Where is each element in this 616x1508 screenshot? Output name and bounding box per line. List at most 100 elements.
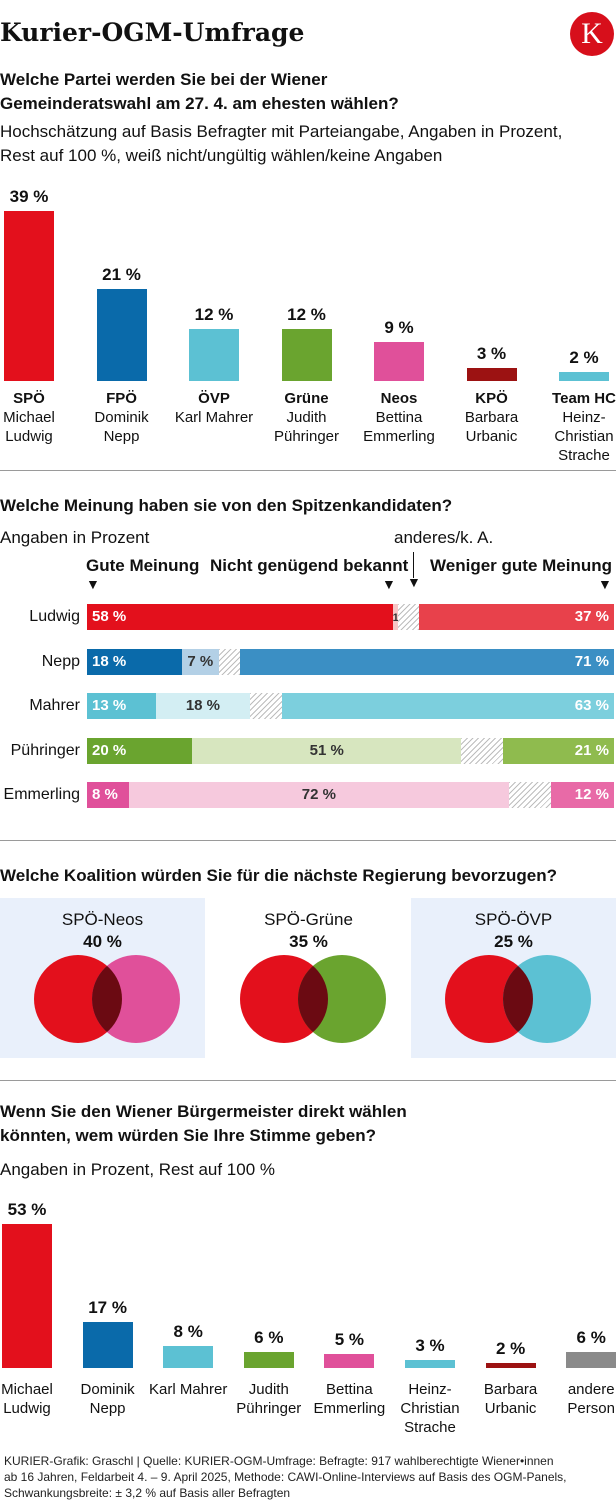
seg-label-1-3: 71 % [574,652,609,670]
candidate-name-2: Karl Mahrer [174,409,254,426]
seg-label-3-3: 21 % [574,741,609,759]
divider-1 [0,470,616,471]
divider-3 [0,1080,616,1081]
candidate-name-0: Michael Ludwig [3,409,55,445]
candidate-name-3: Judith Pühringer [273,409,340,445]
kurier-logo: K [570,12,614,56]
coalition-name-0: SPÖ-Neos [61,910,144,929]
seg-2-1: 18 % [155,693,251,719]
bar-1 [96,289,147,381]
bar-0 [4,211,54,381]
mayor-bar-4 [324,1354,375,1368]
seg-3-0: 20 % [87,737,193,764]
section2-heading: Welche Meinung haben sie von den Spitzen… [0,496,453,515]
bar-value-0: 39 % [9,187,49,206]
mayor-bar-2 [163,1346,214,1368]
mayor-bar-value-2: 8 % [173,1322,203,1342]
seg-1-3: 71 % [239,648,614,675]
coalition-name-2: SPÖ-ÖVP [474,910,553,929]
mayor-bar-5 [405,1359,455,1368]
bar-label-5: KPÖ Barbara Urbanic [446,389,538,446]
section4-heading: Wenn Sie den Wiener Bürgermeister direkt… [0,1102,407,1145]
seg-1-2 [218,648,240,675]
footer-source: KURIER-Grafik: Graschl | Quelle: KURIER-… [4,1453,567,1501]
mayor-bar-value-1: 17 % [88,1297,127,1317]
mayor-bar-value-0: 53 % [7,1200,47,1219]
mayor-bar-label-2: Karl Mahrer [149,1381,228,1398]
seg-3-1: 51 % [192,737,462,764]
seg-1-0: 18 % [87,648,182,675]
seg-label-3-0: 20 % [92,741,127,759]
row-label-2: Mahrer [29,697,80,714]
col-unknown-arrow: ▼ [382,576,396,592]
venn-overlap-1 [298,955,328,1043]
venn-overlap-0 [92,955,122,1043]
mayor-bar-label-1: Dominik Nepp [80,1381,135,1417]
bar-value-1: 21 % [102,265,141,285]
coalition-0: SPÖ-Neos 40 % [0,898,205,1058]
mayor-bar-label-5: Heinz-Christian Strache [400,1381,460,1436]
seg-3-2 [461,737,504,764]
coalition-value-0: 40 % [83,932,122,951]
seg-4-3: 12 % [550,782,614,808]
seg-3-3: 21 % [503,737,614,764]
bar-value-6: 2 % [569,348,599,368]
party-name-4: Neos [380,390,418,407]
candidate-name-5: Barbara Urbanic [464,409,519,445]
bar-label-3: Grüne Judith Pühringer [261,389,353,446]
bar-value-2: 12 % [194,304,234,324]
venn-1 [240,955,386,1043]
page-title: Kurier-OGM-Umfrage [0,18,305,47]
candidate-opinion-chart: Ludwig 58 % 1 37 % Nepp 18 % 7 % 71 % Mahrer 13 %… [0,604,616,814]
seg-label-0-3: 37 % [574,608,609,625]
seg-4-0: 8 % [87,782,130,808]
seg-label-1-1: 7 % [187,652,214,670]
seg-label-3-1: 51 % [309,741,344,759]
mayor-bar-value-5: 3 % [415,1335,445,1355]
section1-heading: Welche Partei werden Sie bei der Wiener … [0,70,399,113]
mayor-bar-value-4: 5 % [334,1330,365,1350]
footer-line-3: Schwankungsbreite: ± 3,2 % auf Basis all… [4,1486,291,1500]
party-name-0: SPÖ [13,390,45,407]
col-good-arrow: ▼ [86,576,100,592]
party-vote-chart: 39 % SPÖ Michael Ludwig 21 % FPÖ Dominik Nepp… [0,180,616,470]
other-pointer-arrow: ▼ [407,574,421,590]
seg-label-4-1: 72 % [301,786,336,803]
mayor-bar-6 [485,1362,536,1368]
mayor-bar-3 [243,1351,294,1368]
seg-label-4-0: 8 % [92,786,118,803]
candidate-name-1: Dominik Nepp [94,409,149,445]
venn-2 [445,955,591,1043]
seg-4-1: 72 % [129,782,509,808]
seg-label-0-0: 58 % [92,608,127,625]
mayor-bar-value-7: 6 % [576,1327,606,1347]
other-pointer-line [413,552,414,578]
candidate-name-4: Bettina Emmerling [363,409,435,445]
bar-4 [374,341,424,381]
col-bad-arrow: ▼ [598,576,612,592]
mayor-bar-label-4: Bettina Emmerling [313,1381,386,1417]
venn-overlap-2 [503,955,533,1043]
party-name-6: Team HC [552,390,616,407]
mayor-bar-label-0: Michael Ludwig [1,1381,53,1417]
bar-2 [189,328,239,381]
section3-heading: Welche Koalition würden Sie für die näch… [0,866,557,885]
other-label: anderes/k. A. [394,528,494,547]
seg-label-2-3: 63 % [574,697,609,714]
seg-2-3: 63 % [281,693,614,719]
coalition-2: SPÖ-ÖVP 25 % [411,898,616,1058]
section1-subheading: Hochschätzung auf Basis Befragter mit Pa… [0,122,563,165]
col-good-label: Gute Meinung [86,556,200,575]
seg-label-4-3: 12 % [574,786,609,803]
candidate-name-6: Heinz-Christian Strache [554,409,614,464]
footer-line-2: ab 16 Jahren, Feldarbeit 4. – 9. April 2… [4,1470,567,1484]
bar-label-4: Neos Bettina Emmerling [353,389,445,446]
bar-label-6: Team HC Heinz-Christian Strache [538,389,616,465]
seg-0-2 [397,604,419,630]
seg-2-0: 13 % [87,693,156,719]
seg-label-0-1: 1 [392,612,399,624]
mayor-bar-label-6: Barbara Urbanic [483,1381,538,1417]
mayor-bar-7 [566,1351,616,1368]
row-label-0: Ludwig [29,608,80,625]
bar-value-3: 12 % [287,304,326,324]
